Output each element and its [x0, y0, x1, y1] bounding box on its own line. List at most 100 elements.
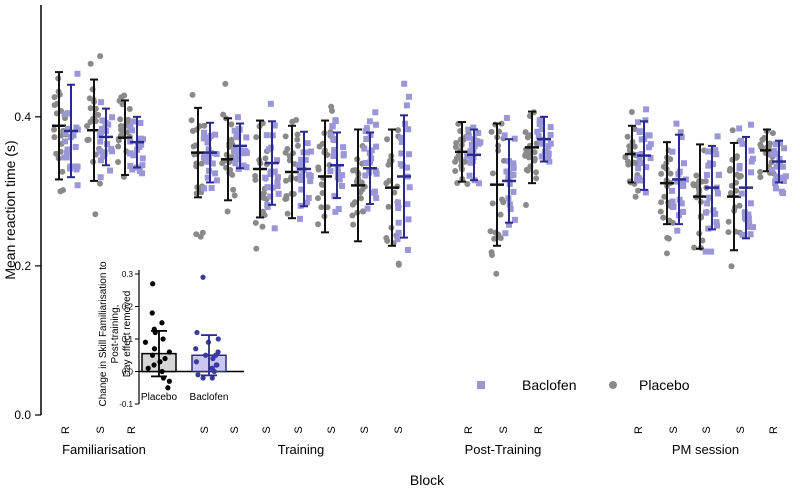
baclofen-point	[332, 117, 339, 124]
baclofen-point	[363, 135, 370, 142]
placebo-point	[189, 91, 196, 98]
baclofen-point	[501, 132, 508, 139]
baclofen-point	[468, 141, 475, 148]
baclofen-point	[636, 155, 643, 162]
baclofen-point	[502, 230, 509, 237]
baclofen-point	[503, 114, 510, 121]
placebo-point	[489, 200, 496, 207]
placebo-point	[87, 105, 94, 112]
baclofen-point	[240, 162, 247, 169]
inset-category-label-placebo: Placebo	[141, 392, 178, 403]
baclofen-point	[205, 146, 212, 153]
baclofen-point	[772, 141, 779, 148]
x-tick-label: S	[199, 426, 211, 433]
inset-point	[166, 349, 172, 355]
baclofen-point	[645, 132, 652, 139]
baclofen-point	[637, 160, 644, 167]
placebo-point	[315, 166, 322, 173]
placebo-point	[632, 193, 639, 200]
baclofen-point	[137, 119, 144, 126]
baclofen-point	[748, 121, 755, 128]
block-1-baclofen	[61, 70, 81, 189]
baclofen-point	[634, 176, 641, 183]
baclofen-point	[298, 186, 305, 193]
inset-point	[195, 372, 201, 378]
placebo-point	[315, 221, 322, 228]
placebo-point	[500, 199, 507, 206]
block-3-baclofen	[127, 115, 146, 177]
baclofen-point	[704, 200, 711, 207]
placebo-point	[97, 180, 104, 187]
placebo-point	[395, 261, 402, 268]
inset-y-tick-label: 0.2	[122, 303, 134, 312]
baclofen-point	[748, 147, 755, 154]
baclofen-point	[712, 147, 719, 154]
baclofen-point	[406, 184, 413, 191]
baclofen-point	[205, 158, 212, 165]
inset-y-tick-label: 0.0	[122, 368, 134, 377]
baclofen-point	[97, 174, 104, 181]
placebo-point	[282, 133, 289, 140]
baclofen-point	[99, 117, 106, 124]
placebo-point	[635, 187, 642, 194]
placebo-point	[193, 231, 200, 238]
placebo-point	[282, 196, 289, 203]
baclofen-point	[642, 189, 649, 196]
y-tick-label: 0.0	[14, 408, 31, 422]
y-tick-label: 0.2	[14, 259, 31, 273]
baclofen-point	[200, 154, 207, 161]
placebo-point	[531, 149, 538, 156]
block-15-baclofen	[669, 120, 689, 234]
placebo-point	[734, 171, 741, 178]
placebo-point	[126, 105, 133, 112]
placebo-point	[734, 153, 741, 160]
baclofen-point	[74, 70, 81, 77]
baclofen-point	[109, 148, 116, 155]
series-layer	[51, 53, 789, 277]
baclofen-point	[373, 194, 380, 201]
baclofen-point	[738, 137, 745, 144]
baclofen-point	[395, 219, 402, 226]
placebo-point	[201, 122, 208, 129]
placebo-point	[51, 134, 58, 141]
baclofen-point	[329, 123, 336, 130]
baclofen-point	[406, 151, 413, 158]
baclofen-point	[680, 160, 687, 167]
block-9-baclofen	[361, 109, 380, 212]
block-14-baclofen	[634, 106, 654, 196]
block-11-baclofen	[464, 124, 484, 187]
baclofen-point	[538, 153, 545, 160]
baclofen-point	[129, 166, 136, 173]
baclofen-point	[234, 114, 241, 121]
placebo-point	[118, 94, 125, 101]
baclofen-point	[139, 136, 146, 143]
baclofen-point	[368, 147, 375, 154]
baclofen-point	[139, 170, 146, 177]
baclofen-point	[105, 121, 112, 128]
baclofen-point	[98, 128, 105, 135]
baclofen-point	[307, 148, 314, 155]
placebo-point	[493, 270, 500, 277]
baclofen-point	[209, 160, 216, 167]
placebo-point	[252, 176, 259, 183]
placebo-point	[625, 161, 632, 168]
baclofen-point	[200, 135, 207, 142]
baclofen-point	[373, 170, 380, 177]
baclofen-point	[138, 141, 145, 148]
placebo-point	[262, 155, 269, 162]
baclofen-point	[465, 134, 472, 141]
placebo-point	[357, 195, 364, 202]
baclofen-point	[679, 208, 686, 215]
baclofen-point	[772, 185, 779, 192]
placebo-point	[198, 160, 205, 167]
baclofen-point	[99, 125, 106, 132]
inset-bar-chart: Change in Skill Familiarisation to Post-…	[92, 244, 252, 414]
baclofen-point	[512, 216, 519, 223]
placebo-point	[95, 111, 102, 118]
baclofen-point	[233, 134, 240, 141]
placebo-point	[631, 143, 638, 150]
placebo-point	[229, 171, 236, 178]
baclofen-point	[507, 206, 514, 213]
baclofen-point	[234, 152, 241, 159]
placebo-point	[294, 142, 301, 149]
